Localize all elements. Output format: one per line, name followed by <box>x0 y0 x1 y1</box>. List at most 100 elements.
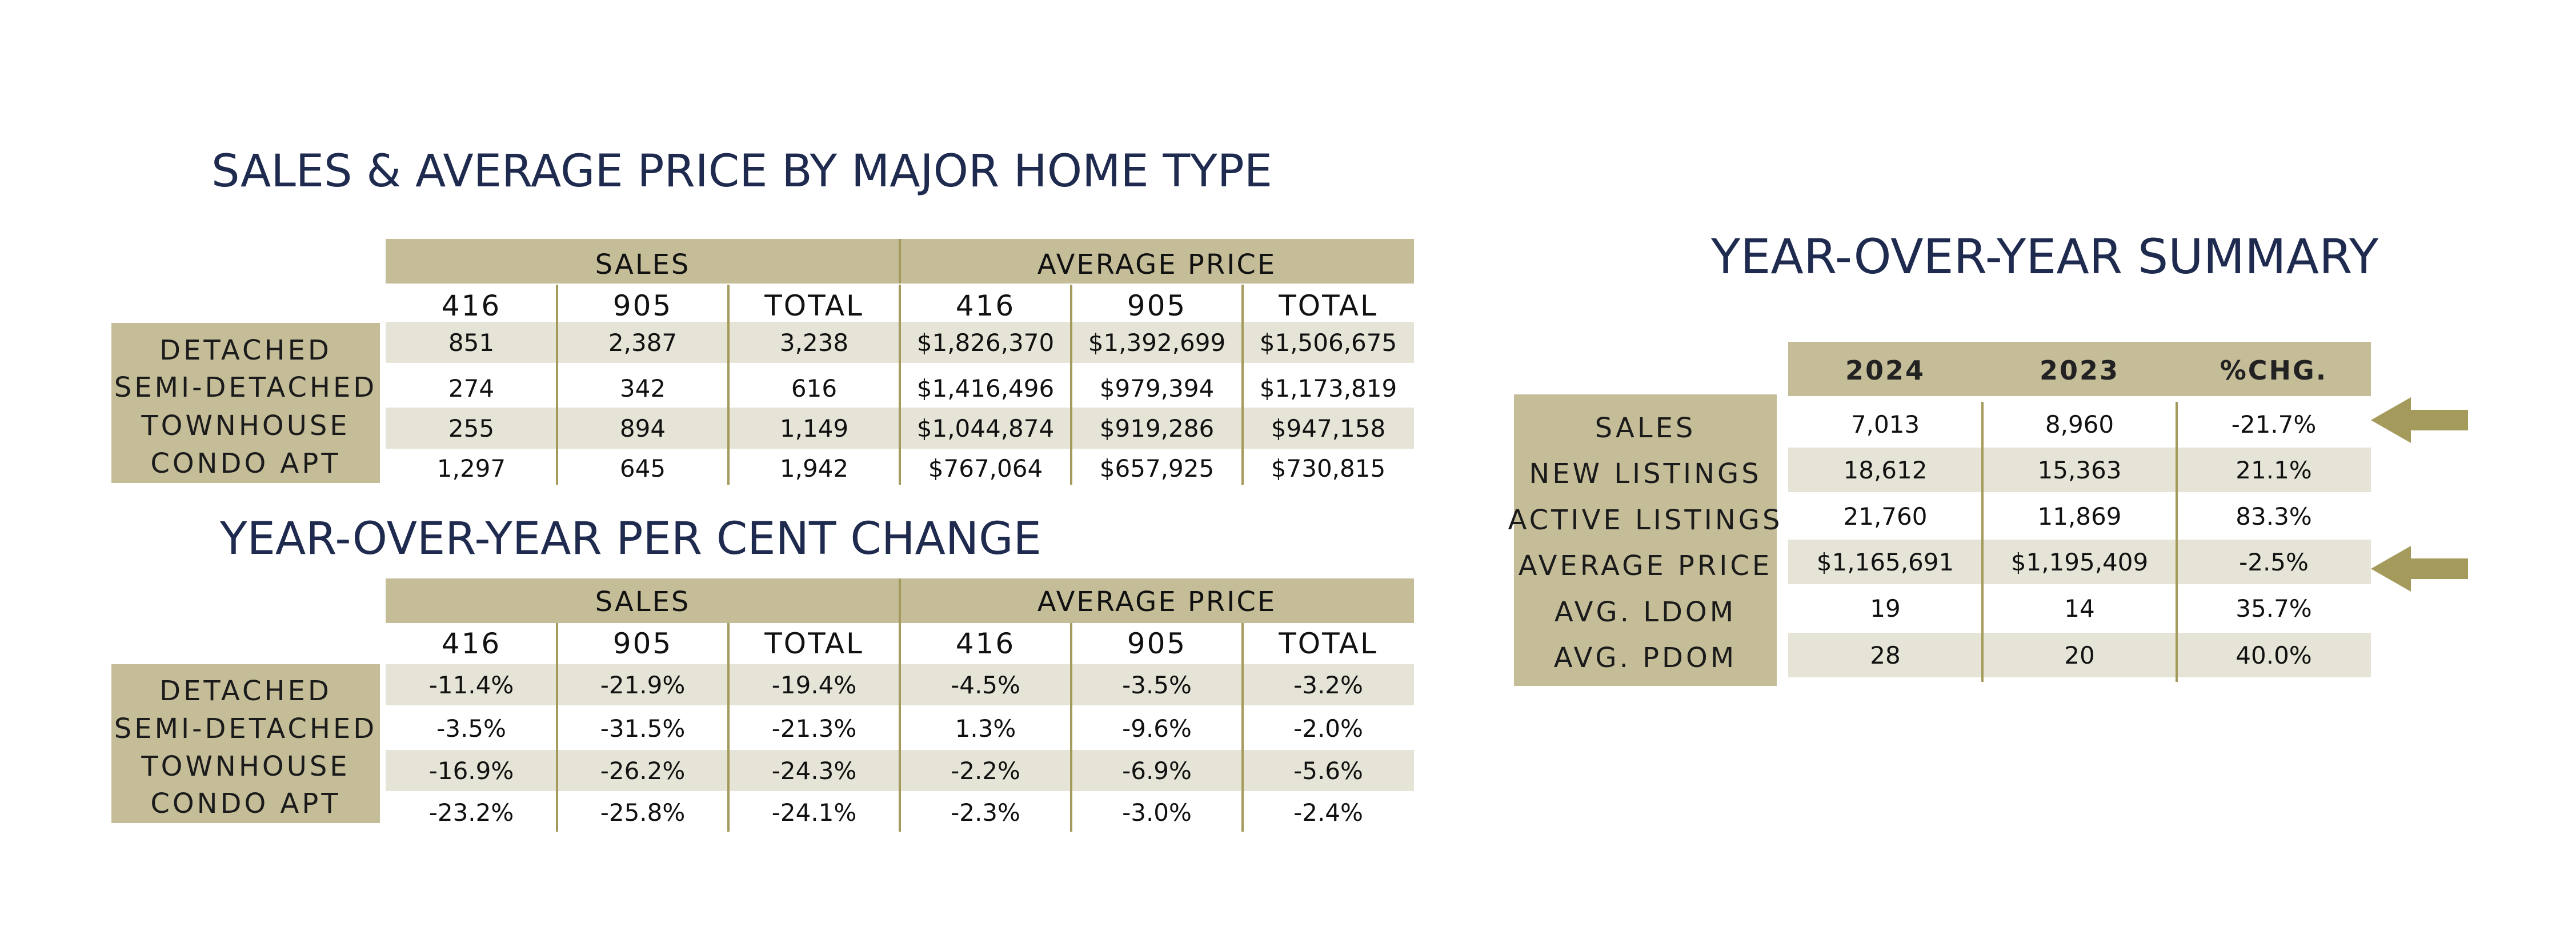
yoy-change-title: YEAR-OVER-YEAR PER CENT CHANGE <box>220 513 1041 565</box>
left-arrow-icon <box>2371 546 2468 592</box>
column-header: 416 <box>955 626 1016 660</box>
column-header: 416 <box>441 626 502 660</box>
summary-cell: 19 <box>1870 594 1901 622</box>
table-cell: 1.3% <box>955 714 1016 743</box>
table-cell: $1,392,699 <box>1088 328 1226 357</box>
summary-header-band <box>1788 342 2371 396</box>
summary-cell: 15,363 <box>2037 456 2122 484</box>
column-divider <box>556 623 558 832</box>
table-cell: 342 <box>619 374 666 402</box>
column-divider <box>1241 623 1244 832</box>
summary-row-label: SALES <box>1595 412 1696 444</box>
main-title: SALES & AVERAGE PRICE BY MAJOR HOME TYPE <box>211 146 1273 197</box>
table-cell: $730,815 <box>1271 454 1386 482</box>
table-cell: -24.1% <box>771 798 857 827</box>
summary-column-header: 2023 <box>2039 354 2120 386</box>
table-cell: -21.9% <box>600 670 686 699</box>
row-label: TOWNHOUSE <box>141 751 350 783</box>
summary-row-label: ACTIVE LISTINGS <box>1508 504 1783 536</box>
column-divider <box>727 285 730 485</box>
column-divider <box>2176 402 2178 682</box>
summary-row-label: NEW LISTINGS <box>1529 458 1762 490</box>
summary-cell: $1,195,409 <box>2010 548 2149 576</box>
row-labels-block <box>111 664 380 823</box>
summary-cell: $1,165,691 <box>1816 548 1954 576</box>
summary-cell: 14 <box>2064 594 2095 622</box>
summary-cell: 20 <box>2064 641 2095 669</box>
summary-column-header: 2024 <box>1845 354 1926 386</box>
table-cell: 616 <box>791 374 838 402</box>
summary-cell: 40.0% <box>2236 641 2312 669</box>
table-cell: -9.6% <box>1122 714 1192 743</box>
table-cell: $657,925 <box>1099 454 1215 482</box>
table-cell: $1,506,675 <box>1259 328 1397 357</box>
row-shade <box>1788 540 2371 584</box>
summary-cell: 18,612 <box>1843 456 1928 484</box>
table-cell: -26.2% <box>600 756 686 785</box>
table-cell: $1,044,874 <box>916 414 1055 442</box>
table-cell: 1,942 <box>779 454 849 482</box>
column-header: TOTAL <box>1279 626 1378 660</box>
summary-cell: -2.5% <box>2239 548 2309 576</box>
column-divider <box>1981 402 1984 682</box>
table-cell: -5.6% <box>1293 756 1363 785</box>
table-cell: -2.3% <box>951 798 1020 827</box>
table-cell: $979,394 <box>1099 374 1215 402</box>
row-labels-block <box>111 323 380 483</box>
table-cell: 851 <box>448 328 495 357</box>
table-cell: $1,173,819 <box>1259 374 1397 402</box>
table-cell: 1,297 <box>436 454 506 482</box>
table-cell: -21.3% <box>771 714 857 743</box>
summary-row-labels-block <box>1514 394 1777 686</box>
table-cell: -11.4% <box>428 670 514 699</box>
table-cell: -16.9% <box>428 756 514 785</box>
column-header: 416 <box>955 289 1016 322</box>
group-header-average-price: AVERAGE PRICE <box>1037 586 1277 618</box>
column-divider <box>727 623 730 832</box>
column-divider <box>556 285 558 485</box>
summary-cell: 21,760 <box>1843 502 1928 530</box>
row-shade <box>1788 633 2371 677</box>
column-header: 905 <box>1127 626 1187 660</box>
group-header-sales: SALES <box>595 249 691 281</box>
table-cell: $947,158 <box>1271 414 1386 442</box>
column-header: 905 <box>612 289 673 322</box>
table-cell: 1,149 <box>779 414 849 442</box>
column-header: 416 <box>441 289 502 322</box>
table-cell: $767,064 <box>928 454 1043 482</box>
group-header-average-price: AVERAGE PRICE <box>1037 249 1277 281</box>
table-cell: -25.8% <box>600 798 686 827</box>
summary-row-label: AVERAGE PRICE <box>1518 550 1773 582</box>
row-label: CONDO APT <box>150 788 341 820</box>
summary-cell: 28 <box>1870 641 1901 669</box>
left-arrow-icon <box>2371 397 2468 443</box>
column-header: TOTAL <box>764 289 864 322</box>
column-divider <box>899 623 901 832</box>
table-cell: 3,238 <box>779 328 849 357</box>
table-cell: -2.0% <box>1293 714 1363 743</box>
row-label: TOWNHOUSE <box>141 410 350 442</box>
summary-cell: 8,960 <box>2045 410 2114 438</box>
summary-cell: 11,869 <box>2037 502 2122 530</box>
column-header: TOTAL <box>1279 289 1378 322</box>
table-cell: -3.5% <box>1122 670 1192 699</box>
group-header-sales: SALES <box>595 586 691 618</box>
column-header: 905 <box>1127 289 1187 322</box>
table-cell: -6.9% <box>1122 756 1192 785</box>
table-cell: 255 <box>448 414 495 442</box>
table-cell: -31.5% <box>600 714 686 743</box>
table-cell: -24.3% <box>771 756 857 785</box>
table-cell: -19.4% <box>771 670 857 699</box>
table-cell: -2.2% <box>951 756 1020 785</box>
table-cell: -3.5% <box>436 714 506 743</box>
summary-title: YEAR-OVER-YEAR SUMMARY <box>1711 229 2379 285</box>
column-header: 905 <box>612 626 673 660</box>
column-header: TOTAL <box>764 626 864 660</box>
summary-cell: 21.1% <box>2236 456 2312 484</box>
column-divider <box>899 285 901 485</box>
row-label: SEMI-DETACHED <box>114 713 378 745</box>
summary-cell: 83.3% <box>2236 502 2312 530</box>
row-label: SEMI-DETACHED <box>114 372 378 404</box>
row-label: DETACHED <box>159 675 332 707</box>
table-cell: -4.5% <box>951 670 1020 699</box>
